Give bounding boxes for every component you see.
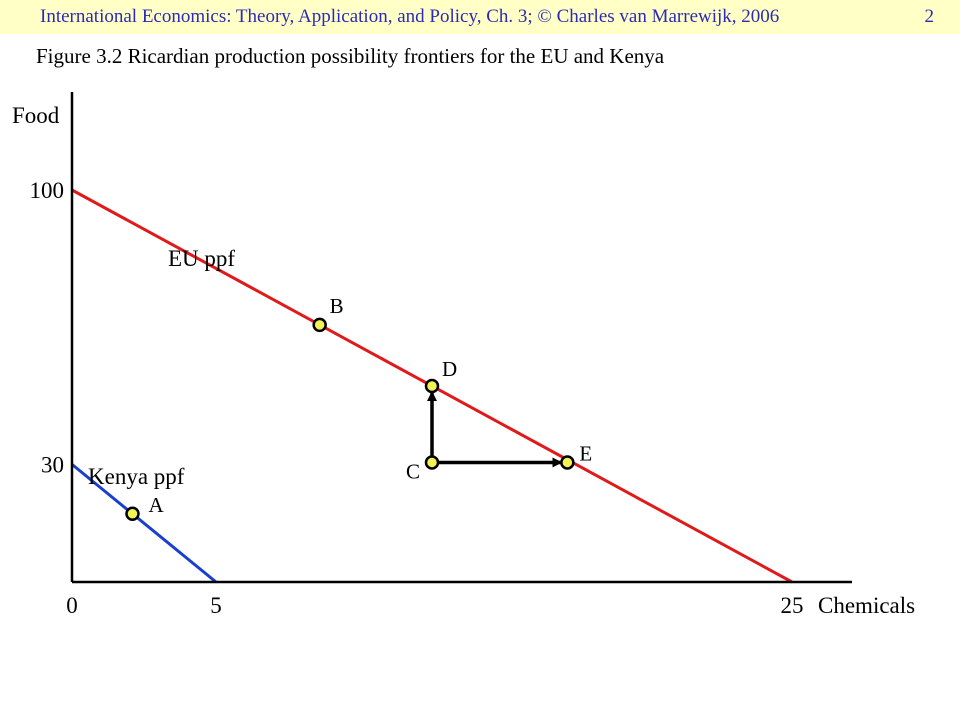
x-tick-label-25: 25 bbox=[781, 593, 804, 618]
x-tick-label-0: 0 bbox=[66, 593, 78, 618]
point-a bbox=[125, 506, 140, 522]
point-d bbox=[424, 378, 440, 394]
point-b bbox=[312, 317, 327, 333]
header-text: International Economics: Theory, Applica… bbox=[40, 6, 780, 27]
point-label-e: E bbox=[579, 441, 592, 465]
point-c bbox=[424, 455, 440, 470]
point-label-a: A bbox=[148, 493, 164, 517]
y-tick-label-100: 100 bbox=[30, 178, 65, 203]
y-tick-label-30: 30 bbox=[41, 452, 64, 477]
x-tick-label-5: 5 bbox=[210, 593, 222, 618]
y-axis-label: Food bbox=[12, 103, 60, 128]
figure-title: Figure 3.2 Ricardian production possibil… bbox=[36, 44, 665, 68]
point-e bbox=[560, 455, 575, 470]
eu-ppf-label: EU ppf bbox=[168, 246, 235, 271]
x-axis-label: Chemicals bbox=[818, 593, 915, 618]
point-label-d: D bbox=[442, 357, 457, 381]
page-number: 2 bbox=[924, 6, 935, 27]
point-label-b: B bbox=[330, 294, 344, 318]
kenya-ppf-label: Kenya ppf bbox=[88, 464, 185, 489]
kenya-ppf-line bbox=[71, 463, 217, 584]
header-bar: International Economics: Theory, Applica… bbox=[0, 0, 960, 34]
point-label-c: C bbox=[406, 459, 420, 483]
